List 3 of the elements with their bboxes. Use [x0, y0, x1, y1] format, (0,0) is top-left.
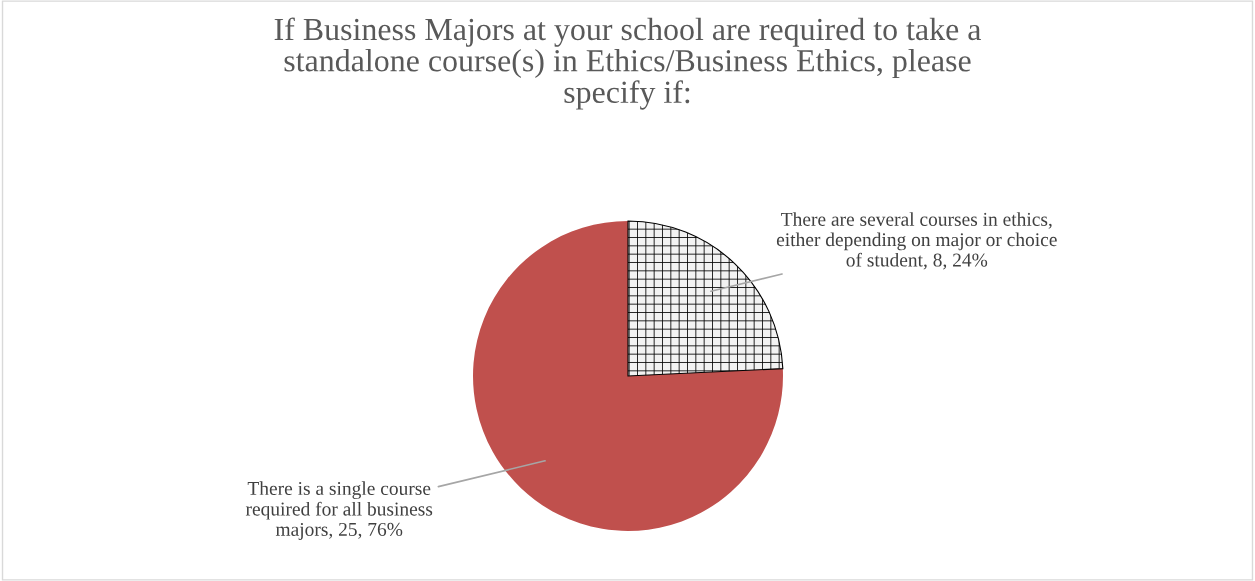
slice-label: There is a single course required for all business majors, 25, 76%: [245, 481, 433, 540]
slice-label: There are several courses in ethics, either depending on major or choice of student, 8, 24%: [776, 212, 1057, 270]
chart-title: If Business Majors at your school are required to take a standalone course(s) in Ethics/Business Ethics, please specify if:: [274, 17, 981, 110]
